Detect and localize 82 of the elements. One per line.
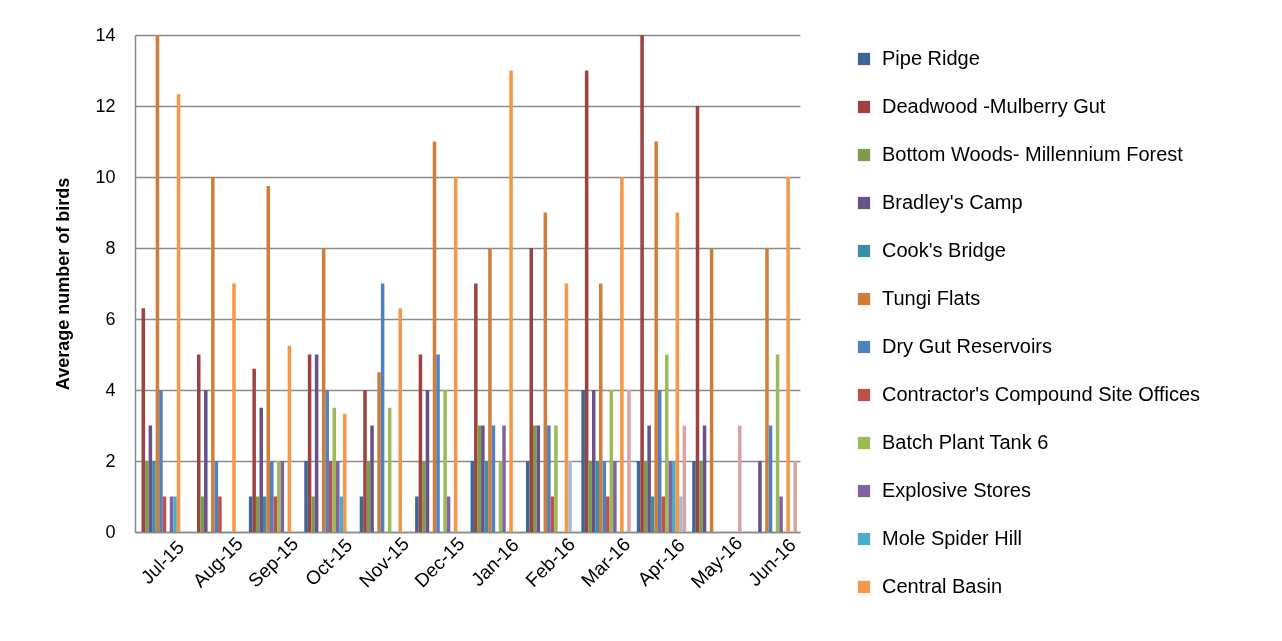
legend-label: Central Basin [882, 575, 1003, 597]
bar [377, 372, 381, 532]
bar [606, 496, 610, 532]
bar [266, 185, 271, 532]
bar [488, 248, 492, 532]
bar [664, 354, 669, 532]
bar [196, 354, 201, 532]
bar [443, 390, 447, 532]
bar [232, 283, 236, 532]
legend-label: Contractor's Compound Site Offices [882, 383, 1201, 405]
bar [336, 461, 340, 532]
bar [738, 425, 742, 532]
bar [529, 248, 534, 532]
bar [533, 425, 537, 532]
bar [581, 390, 585, 532]
bar [679, 496, 683, 532]
y-tick-label: 0 [105, 521, 116, 542]
bar [252, 368, 256, 532]
bar [654, 141, 658, 532]
bar [672, 461, 676, 532]
legend-label: Explosive Stores [882, 479, 1031, 501]
legend-label: Dry Gut Reservoirs [882, 335, 1053, 357]
legend-label: Deadwood -Mulberry Gut [882, 95, 1106, 117]
y-axis-title: Average number of birds [53, 177, 74, 391]
bar [613, 461, 617, 532]
bar [793, 461, 797, 532]
legend-label: Cook's Bridge [882, 239, 1006, 261]
bar [588, 461, 592, 532]
bar [699, 461, 703, 532]
legend-label: Bradley's Camp [882, 191, 1023, 213]
bar [398, 308, 402, 532]
bar [640, 35, 644, 532]
bar [765, 248, 769, 532]
bar [786, 177, 790, 532]
bar [173, 496, 177, 532]
bar [502, 425, 506, 532]
y-tick-label: 4 [105, 379, 116, 400]
bar [436, 354, 440, 532]
legend-label: Batch Plant Tank 6 [882, 431, 1049, 453]
bar [211, 177, 215, 532]
bar [568, 461, 572, 532]
bar [779, 496, 783, 532]
y-tick-label: 14 [95, 24, 116, 45]
bar [595, 461, 599, 532]
bar [152, 461, 156, 532]
y-tick-label: 8 [105, 237, 116, 258]
bar [218, 496, 222, 532]
bar [159, 390, 163, 532]
bar [311, 496, 315, 532]
y-tick-label: 2 [105, 450, 116, 471]
y-tick-label: 12 [95, 95, 116, 116]
bar [277, 461, 281, 532]
bar [259, 407, 263, 532]
bar [343, 413, 347, 532]
bar [415, 496, 419, 532]
y-tick-label: 10 [95, 166, 116, 187]
bar [363, 390, 367, 532]
y-tick-label: 6 [105, 308, 116, 329]
bar [692, 461, 696, 532]
bar [370, 425, 374, 532]
bar [627, 390, 631, 532]
bar [599, 283, 603, 532]
bar [325, 390, 329, 532]
legend-label: Pipe Ridge [882, 47, 980, 69]
bar [270, 461, 274, 532]
bar [647, 425, 651, 532]
bar [554, 425, 558, 532]
bar [304, 461, 308, 532]
bar [145, 461, 149, 532]
bar [422, 461, 426, 532]
bar [481, 425, 485, 532]
bar [547, 425, 551, 532]
bar [474, 283, 478, 532]
bar [332, 407, 336, 532]
legend-label: Mole Spider Hill [882, 527, 1023, 549]
bar [758, 461, 762, 532]
legend-label: Bottom Woods- Millennium Forest [882, 143, 1184, 165]
bar [620, 177, 624, 532]
bar [661, 496, 665, 532]
bar [204, 390, 208, 532]
bar [509, 70, 513, 532]
legend-label: Tungi Flats [882, 287, 981, 309]
